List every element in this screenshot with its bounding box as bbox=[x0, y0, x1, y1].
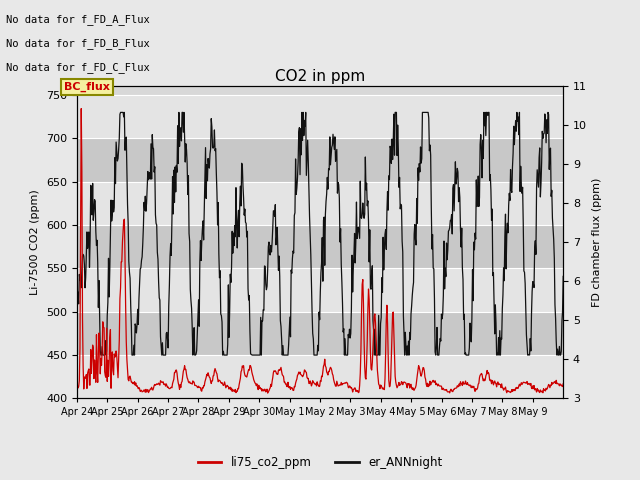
Bar bbox=[77, 182, 563, 225]
Bar bbox=[77, 268, 563, 312]
Text: No data for f_FD_A_Flux: No data for f_FD_A_Flux bbox=[6, 14, 150, 25]
Text: BC_flux: BC_flux bbox=[64, 82, 110, 92]
Legend: li75_co2_ppm, er_ANNnight: li75_co2_ppm, er_ANNnight bbox=[193, 452, 447, 474]
Title: CO2 in ppm: CO2 in ppm bbox=[275, 69, 365, 84]
Y-axis label: FD chamber flux (ppm): FD chamber flux (ppm) bbox=[593, 178, 602, 307]
Bar bbox=[77, 225, 563, 268]
Bar bbox=[77, 312, 563, 355]
Bar bbox=[77, 95, 563, 138]
Text: No data for f_FD_B_Flux: No data for f_FD_B_Flux bbox=[6, 38, 150, 49]
Bar bbox=[77, 355, 563, 398]
Text: No data for f_FD_C_Flux: No data for f_FD_C_Flux bbox=[6, 62, 150, 73]
Bar bbox=[77, 138, 563, 182]
Y-axis label: Li-7500 CO2 (ppm): Li-7500 CO2 (ppm) bbox=[30, 190, 40, 295]
